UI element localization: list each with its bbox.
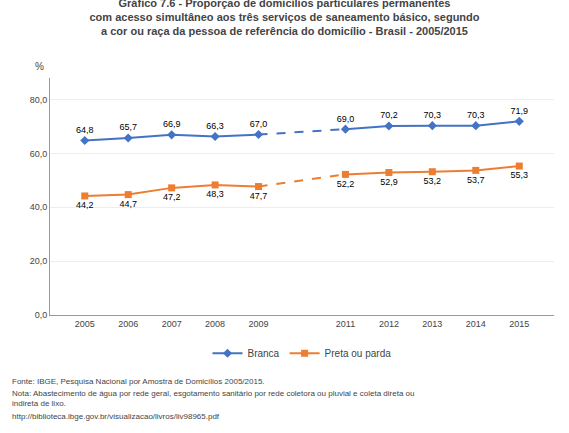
svg-text:53,2: 53,2 [424,176,442,186]
svg-text:http://biblioteca.ibge.gov.br/: http://biblioteca.ibge.gov.br/visualizac… [12,412,220,421]
svg-text:2008: 2008 [205,319,225,329]
svg-text:2013: 2013 [422,319,442,329]
svg-text:70,3: 70,3 [467,110,485,120]
svg-text:2011: 2011 [336,319,355,329]
svg-text:Preta ou parda: Preta ou parda [325,348,392,359]
svg-text:67,0: 67,0 [250,119,268,129]
svg-text:47,2: 47,2 [163,192,181,202]
svg-text:64,8: 64,8 [76,125,94,135]
svg-text:52,2: 52,2 [337,179,355,189]
svg-text:71,9: 71,9 [510,106,528,116]
svg-text:2012: 2012 [379,319,399,329]
svg-text:2005: 2005 [75,319,95,329]
svg-text:60,0: 60,0 [30,149,48,159]
svg-text:44,7: 44,7 [119,199,137,209]
svg-text:48,3: 48,3 [206,189,224,199]
svg-text:Branca: Branca [248,348,280,359]
svg-text:70,3: 70,3 [424,110,442,120]
svg-text:20,0: 20,0 [30,256,48,266]
svg-text:Nota: Abastecimento de água po: Nota: Abastecimento de água por rede ger… [12,389,414,408]
svg-text:%: % [35,61,44,72]
svg-text:2015: 2015 [509,319,529,329]
svg-text:80,0: 80,0 [30,95,48,105]
svg-text:2007: 2007 [162,319,182,329]
svg-text:44,2: 44,2 [76,200,94,210]
svg-text:66,3: 66,3 [206,121,224,131]
svg-text:2006: 2006 [118,319,138,329]
svg-text:55,3: 55,3 [510,170,528,180]
svg-text:47,7: 47,7 [250,191,268,201]
svg-text:Gráfico 7.6 - Proporção de dom: Gráfico 7.6 - Proporção de domicílios pa… [89,0,479,37]
svg-text:70,2: 70,2 [380,110,398,120]
svg-text:65,7: 65,7 [119,122,137,132]
svg-text:0,0: 0,0 [35,310,48,320]
svg-text:Fonte: IBGE, Pesquisa Nacional: Fonte: IBGE, Pesquisa Nacional por Amost… [12,377,265,386]
svg-text:66,9: 66,9 [163,119,181,129]
svg-text:40,0: 40,0 [30,202,48,212]
svg-text:69,0: 69,0 [337,114,355,124]
svg-text:53,7: 53,7 [467,175,485,185]
svg-text:2009: 2009 [249,319,269,329]
svg-text:52,9: 52,9 [380,177,398,187]
svg-text:2014: 2014 [466,319,486,329]
